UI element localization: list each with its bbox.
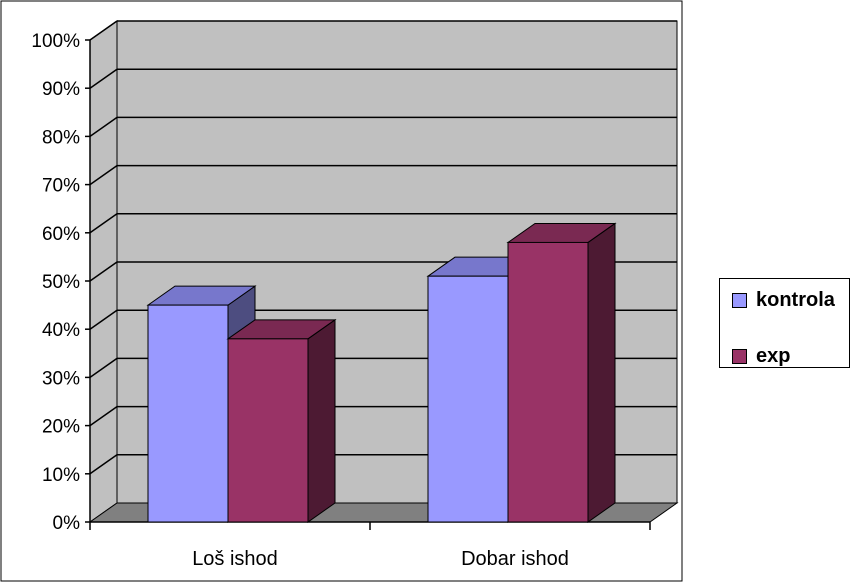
y-tick-label: 60% — [42, 224, 80, 245]
y-tick-label: 40% — [42, 320, 80, 341]
bars — [146, 222, 617, 523]
gridline-side — [89, 213, 118, 234]
legend-swatch-kontrola — [732, 293, 747, 308]
bar-front — [227, 338, 309, 523]
legend-swatch-exp — [732, 349, 747, 364]
y-tick-label: 80% — [42, 127, 80, 148]
y-tick-label: 0% — [53, 513, 81, 534]
bar-front — [427, 275, 509, 523]
y-tick-label: 50% — [42, 272, 80, 293]
gridline-side — [89, 116, 118, 138]
y-tick-label: 20% — [42, 417, 80, 438]
y-tick-label: 90% — [42, 79, 80, 100]
gridline-side — [89, 20, 118, 41]
bar-side — [587, 222, 616, 523]
bar-exp-0 — [226, 318, 337, 523]
y-tick-labels: 0% 10% 20% 30% 40% 50% 60% 70% 80% 90% 100% — [31, 31, 80, 534]
y-tick-label: 100% — [31, 31, 80, 52]
gridline-side — [89, 164, 118, 186]
y-tick-label: 10% — [42, 465, 80, 486]
gridline-side — [89, 309, 118, 330]
gridline-side — [89, 261, 118, 282]
bar-side — [307, 318, 336, 523]
gridline-side — [89, 357, 118, 379]
bar-exp-1 — [506, 222, 617, 523]
gridline-side — [89, 405, 118, 427]
x-category-label: Loš ishod — [192, 548, 278, 570]
y-tick-label: 30% — [42, 368, 80, 389]
category-labels: Loš ishod Dobar ishod — [192, 548, 569, 570]
bar-front — [147, 304, 229, 523]
legend-label-kontrola: kontrola — [756, 289, 835, 311]
legend-label-exp: exp — [756, 345, 791, 367]
bar-front — [507, 241, 589, 523]
y-tick-label: 70% — [42, 176, 80, 197]
x-category-label: Dobar ishod — [461, 548, 569, 570]
legend: kontrola exp — [719, 278, 850, 368]
gridline-side — [89, 454, 118, 475]
gridline-side — [89, 68, 118, 89]
